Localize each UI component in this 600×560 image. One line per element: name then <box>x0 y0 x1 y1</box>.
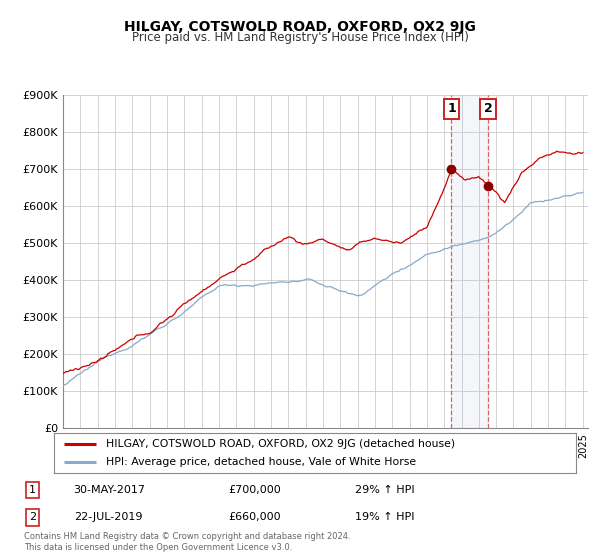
Text: This data is licensed under the Open Government Licence v3.0.: This data is licensed under the Open Gov… <box>24 543 292 552</box>
Text: 29% ↑ HPI: 29% ↑ HPI <box>355 486 415 496</box>
Text: £660,000: £660,000 <box>228 512 281 522</box>
Text: 30-MAY-2017: 30-MAY-2017 <box>74 486 146 496</box>
Text: 1: 1 <box>447 102 456 115</box>
Text: HPI: Average price, detached house, Vale of White Horse: HPI: Average price, detached house, Vale… <box>106 457 416 467</box>
Text: £700,000: £700,000 <box>228 486 281 496</box>
Text: Price paid vs. HM Land Registry's House Price Index (HPI): Price paid vs. HM Land Registry's House … <box>131 31 469 44</box>
Text: HILGAY, COTSWOLD ROAD, OXFORD, OX2 9JG (detached house): HILGAY, COTSWOLD ROAD, OXFORD, OX2 9JG (… <box>106 439 455 449</box>
Bar <box>451 95 488 428</box>
Text: 2: 2 <box>484 102 493 115</box>
Text: 1: 1 <box>29 486 36 496</box>
Text: 19% ↑ HPI: 19% ↑ HPI <box>355 512 415 522</box>
Text: 2: 2 <box>29 512 36 522</box>
Text: Contains HM Land Registry data © Crown copyright and database right 2024.: Contains HM Land Registry data © Crown c… <box>24 532 350 541</box>
Text: 22-JUL-2019: 22-JUL-2019 <box>74 512 142 522</box>
Text: HILGAY, COTSWOLD ROAD, OXFORD, OX2 9JG: HILGAY, COTSWOLD ROAD, OXFORD, OX2 9JG <box>124 20 476 34</box>
